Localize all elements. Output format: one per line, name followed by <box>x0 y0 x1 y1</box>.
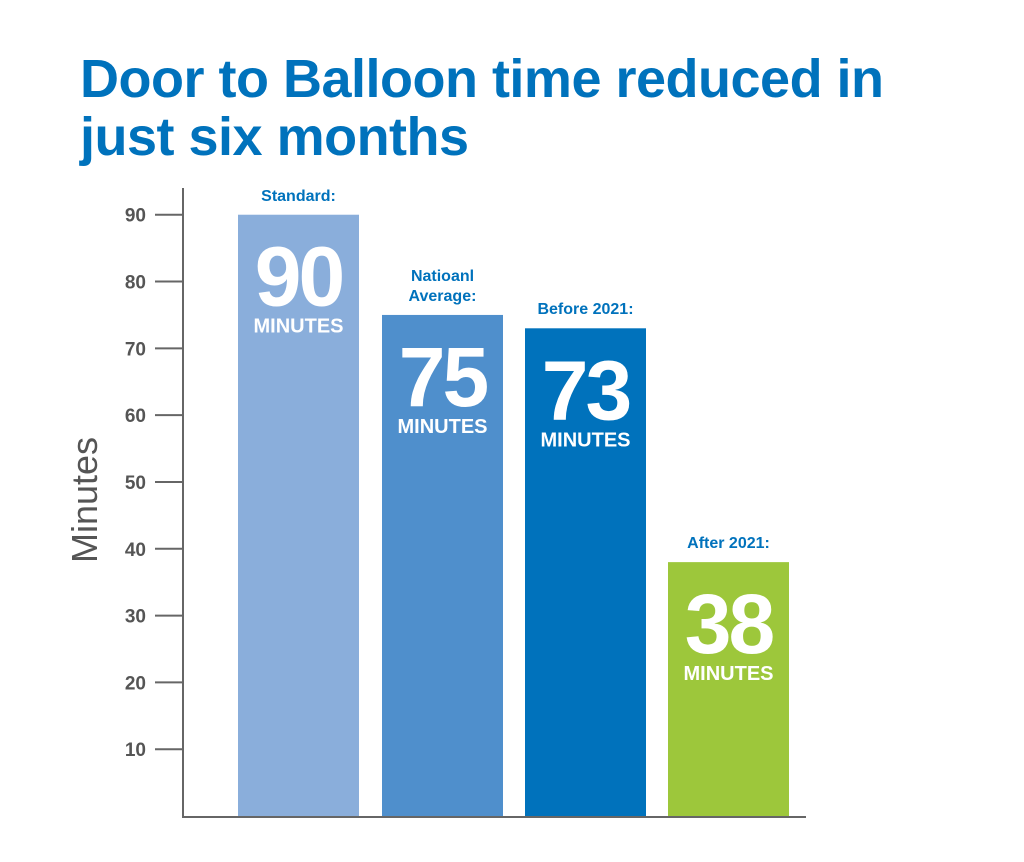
bar <box>668 562 789 816</box>
unit-label: MINUTES <box>684 663 774 685</box>
y-tick-label: 20 <box>125 673 146 694</box>
category-label: Standard: <box>261 187 336 205</box>
unit-label: MINUTES <box>398 416 488 438</box>
category-label: Before 2021: <box>537 301 634 319</box>
y-axis-label: Minutes <box>64 437 105 563</box>
value-label: 73 <box>542 343 630 437</box>
value-label: 38 <box>685 577 774 671</box>
unit-label: MINUTES <box>541 429 631 451</box>
y-tick-label: 60 <box>125 406 146 427</box>
bar <box>382 314 503 816</box>
y-tick-label: 10 <box>125 740 146 761</box>
value-label: 90 <box>255 230 343 324</box>
value-label: 75 <box>399 330 488 424</box>
category-label: After 2021: <box>687 535 770 553</box>
y-tick-label: 40 <box>125 540 146 561</box>
unit-label: MINUTES <box>254 316 344 338</box>
bar <box>525 328 646 816</box>
category-label: Natioanl Average: <box>408 267 477 305</box>
y-tick-label: 50 <box>125 473 146 494</box>
chart-title: Door to Balloon time reduced in just six… <box>80 49 884 167</box>
y-tick-label: 30 <box>125 607 146 628</box>
y-tick-label: 90 <box>125 206 146 227</box>
y-tick-label: 80 <box>125 273 146 294</box>
bar <box>238 214 359 817</box>
y-tick-label: 70 <box>125 339 146 360</box>
